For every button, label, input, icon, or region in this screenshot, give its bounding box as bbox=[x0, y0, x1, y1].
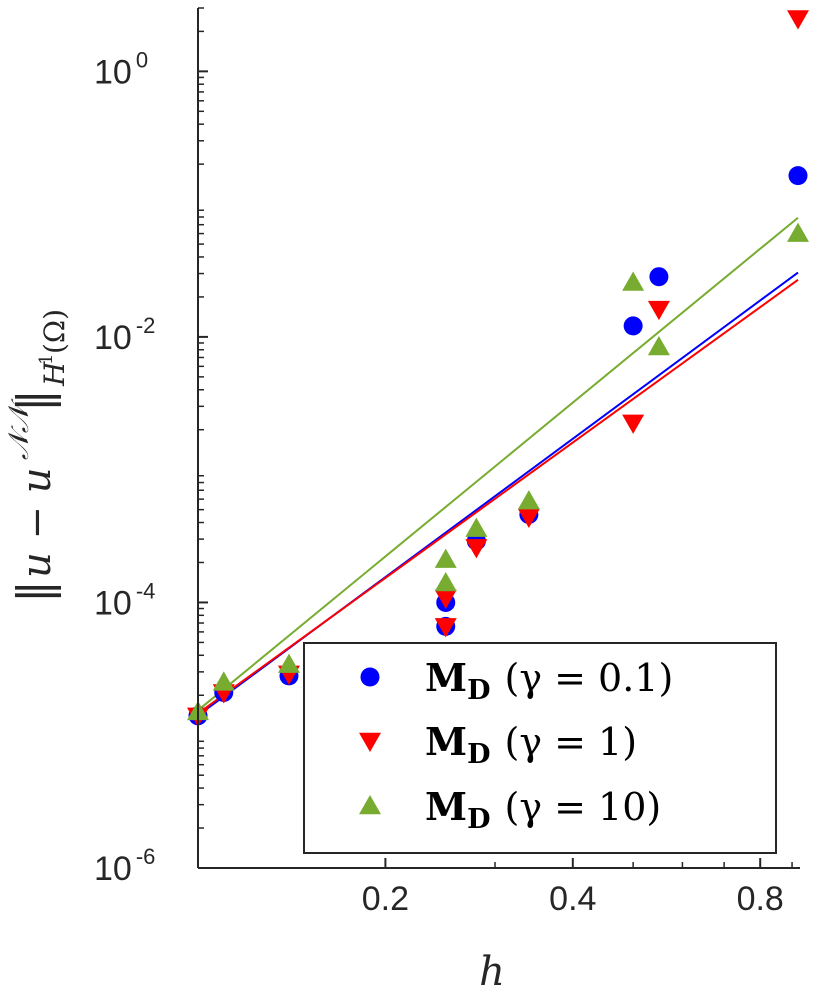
fit-line bbox=[197, 279, 799, 715]
data-point bbox=[517, 508, 540, 529]
data-point bbox=[787, 222, 809, 242]
y-tick-label-base: 10 bbox=[94, 53, 132, 91]
legend-marker bbox=[360, 667, 380, 687]
data-point bbox=[623, 316, 643, 336]
y-axis-label-norm-open: ‖ bbox=[7, 580, 61, 603]
x-tick-label: 0.2 bbox=[362, 880, 409, 918]
legend-label-sub: D bbox=[467, 739, 490, 770]
y-tick-label: 10 0 bbox=[94, 47, 148, 91]
legend-label-param: (γ = 0.1) bbox=[505, 656, 674, 700]
data-point bbox=[465, 539, 488, 559]
legend-marker bbox=[359, 795, 381, 815]
legend-label-main: M bbox=[425, 719, 467, 764]
data-point bbox=[622, 271, 645, 291]
data-point bbox=[434, 618, 457, 638]
y-axis-label-body: u − u bbox=[14, 468, 60, 578]
fit-lines bbox=[197, 216, 799, 717]
legend-label-sub: D bbox=[467, 804, 490, 835]
y-tick-label-exponent: -4 bbox=[136, 578, 156, 603]
y-tick-label-exponent: 0 bbox=[136, 47, 148, 72]
legend-label: MD (γ = 1) bbox=[425, 719, 637, 770]
data-point bbox=[465, 517, 488, 537]
y-tick-label-base: 10 bbox=[94, 319, 132, 357]
legend-label-param: (γ = 10) bbox=[505, 785, 662, 829]
data-point bbox=[277, 653, 300, 673]
y-tick-label: 10 -4 bbox=[94, 578, 155, 622]
data-point bbox=[647, 335, 670, 356]
y-axis-label-subscript: H bbox=[38, 361, 71, 387]
legend-entries: MD (γ = 0.1)MD (γ = 1)MD (γ = 10) bbox=[359, 655, 673, 835]
legend-box bbox=[303, 642, 777, 854]
y-axis-label-superscript: 𝒩𝒩 bbox=[2, 398, 35, 460]
y-tick-label-base: 10 bbox=[94, 584, 132, 622]
y-axis-label-subscript-domain: (Ω) bbox=[38, 309, 71, 354]
y-tick-label-base: 10 bbox=[94, 850, 132, 888]
x-tick-label: 0.4 bbox=[549, 880, 596, 918]
data-point bbox=[434, 572, 457, 592]
legend-label: MD (γ = 0.1) bbox=[425, 655, 673, 706]
legend-marker bbox=[359, 732, 381, 752]
data-point bbox=[649, 267, 669, 287]
data-point bbox=[212, 671, 235, 691]
y-axis-label-norm-close: ‖ bbox=[7, 389, 61, 412]
data-point bbox=[788, 166, 808, 186]
y-tick-label-exponent: -6 bbox=[136, 844, 156, 869]
y-axis-label: ‖ u − u 𝒩𝒩 ‖ H 1 (Ω) bbox=[2, 309, 71, 603]
data-point bbox=[647, 300, 670, 321]
y-tick-label-exponent: -2 bbox=[136, 313, 156, 338]
data-point bbox=[787, 10, 809, 30]
legend-label-main: M bbox=[425, 655, 467, 700]
data-point bbox=[622, 414, 645, 434]
legend-label: MD (γ = 10) bbox=[425, 784, 661, 835]
x-tick-label: 0.8 bbox=[737, 880, 784, 918]
y-tick-label: 10 -6 bbox=[94, 844, 155, 888]
legend-label-param: (γ = 1) bbox=[505, 720, 638, 764]
data-point bbox=[434, 548, 457, 568]
data-markers bbox=[187, 10, 809, 727]
data-point bbox=[517, 490, 540, 510]
legend-label-sub: D bbox=[467, 675, 490, 706]
data-point bbox=[434, 589, 457, 610]
axes bbox=[197, 8, 800, 869]
legend-label-main: M bbox=[425, 784, 467, 829]
x-axis-label: h bbox=[479, 949, 505, 991]
y-axis-label-subscript-exp: 1 bbox=[36, 354, 57, 365]
x-ticks: 0.2 0.4 0.8 bbox=[362, 858, 793, 918]
y-tick-label: 10 -2 bbox=[94, 313, 155, 357]
legend: MD (γ = 0.1)MD (γ = 1)MD (γ = 10) bbox=[303, 642, 777, 854]
fit-line bbox=[197, 216, 799, 712]
